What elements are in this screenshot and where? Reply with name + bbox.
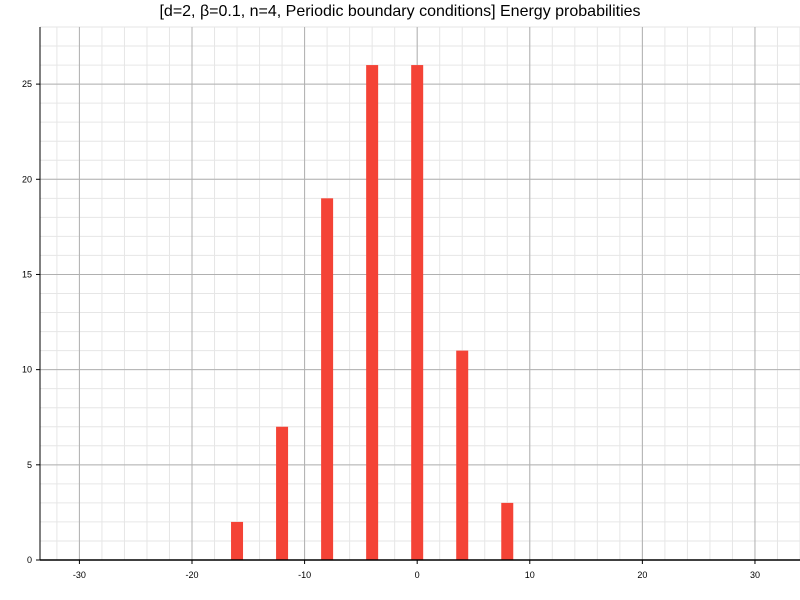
- x-tick-label: 20: [637, 570, 647, 580]
- bar: [501, 502, 514, 560]
- x-tick-label: 30: [750, 570, 760, 580]
- x-tick-label: 10: [525, 570, 535, 580]
- x-tick-label: -20: [185, 570, 198, 580]
- y-tick-label: 10: [22, 365, 32, 375]
- bar: [456, 350, 469, 560]
- x-tick-label: 0: [415, 570, 420, 580]
- x-axis-ticks: -30 -20 -10 0 10 20 30: [73, 560, 760, 580]
- y-tick-label: 5: [27, 460, 32, 470]
- chart-title: [d=2, β=0.1, n=4, Periodic boundary cond…: [159, 3, 641, 20]
- x-tick-label: -10: [298, 570, 311, 580]
- bar: [231, 521, 244, 560]
- bar: [411, 65, 424, 561]
- bars: [231, 65, 514, 561]
- y-axis-ticks: 0 5 10 15 20 25: [22, 79, 40, 565]
- bar: [366, 65, 379, 561]
- bar: [321, 198, 334, 561]
- y-tick-label: 15: [22, 269, 32, 279]
- bar: [276, 426, 289, 560]
- y-tick-label: 25: [22, 79, 32, 89]
- x-tick-label: -30: [73, 570, 86, 580]
- axes: [39, 27, 800, 561]
- y-tick-label: 0: [27, 555, 32, 565]
- y-tick-label: 20: [22, 174, 32, 184]
